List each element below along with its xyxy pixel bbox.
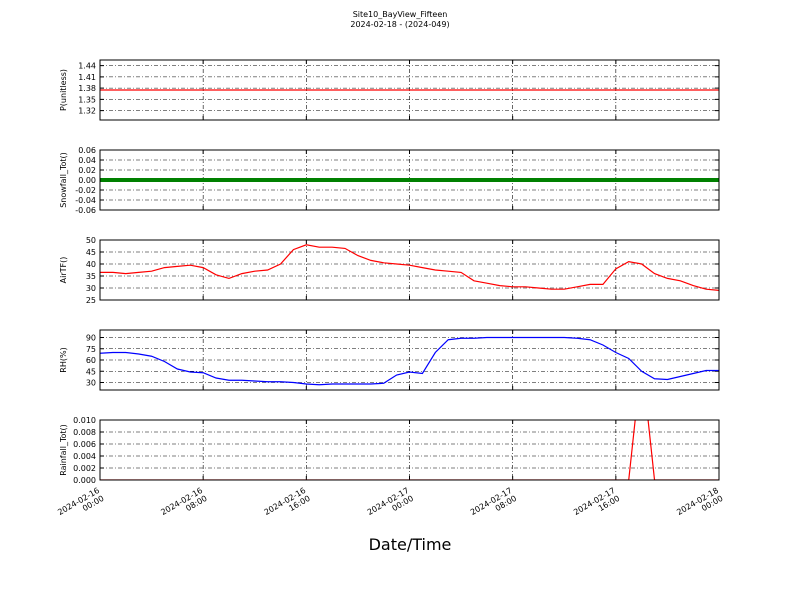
y-tick-label: 35 (86, 272, 96, 281)
y-tick-label: 45 (86, 367, 96, 376)
y-tick-label: 90 (86, 334, 96, 343)
y-tick-label: 30 (86, 284, 96, 293)
panel-frame (99, 239, 720, 301)
panel-frame (99, 329, 720, 391)
y-tick-label: 0.008 (73, 428, 96, 437)
y-tick-label: 45 (86, 248, 96, 257)
y-tick-label: 0.00 (78, 176, 96, 185)
y-tick-label: 1.38 (78, 84, 96, 93)
y-tick-label: 0.004 (73, 452, 96, 461)
y-axis-label: RH(%) (59, 347, 68, 372)
panel-frame (99, 59, 720, 121)
y-tick-label: 1.32 (78, 107, 96, 116)
y-tick-label: 0.010 (73, 416, 96, 425)
y-tick-label: 50 (86, 236, 96, 245)
y-tick-label: 0.006 (73, 440, 96, 449)
y-axis-label: Rainfall_Tot() (59, 424, 68, 476)
y-tick-label: 0.04 (78, 156, 96, 165)
y-tick-label: 60 (86, 356, 96, 365)
x-axis-label: Date/Time (369, 535, 452, 554)
y-tick-label: 1.35 (78, 95, 96, 104)
y-tick-label: 1.41 (78, 73, 96, 82)
y-axis-label: P(unitless) (59, 69, 68, 111)
y-tick-label: 25 (86, 296, 96, 305)
y-tick-label: 0.02 (78, 166, 96, 175)
y-axis-label: Snowfall_Tot() (59, 152, 68, 208)
y-tick-label: 30 (86, 379, 96, 388)
data-line (100, 244, 719, 291)
y-tick-label: -0.02 (75, 186, 96, 195)
y-tick-label: -0.04 (75, 196, 96, 205)
chart-subtitle: 2024-02-18 - (2024-049) (350, 20, 449, 29)
y-tick-label: 40 (86, 260, 96, 269)
y-tick-label: 0.06 (78, 146, 96, 155)
y-tick-label: 0.000 (73, 476, 96, 485)
data-line (100, 336, 719, 386)
panel-frame (99, 419, 720, 481)
chart-title: Site10_BayView_Fifteen (353, 10, 448, 19)
y-tick-label: 0.002 (73, 464, 96, 473)
panel-frame (99, 149, 720, 211)
y-tick-label: -0.06 (75, 206, 96, 215)
y-tick-label: 1.44 (78, 62, 96, 71)
y-axis-label: AirTF() (59, 257, 68, 284)
y-tick-label: 75 (86, 345, 96, 354)
